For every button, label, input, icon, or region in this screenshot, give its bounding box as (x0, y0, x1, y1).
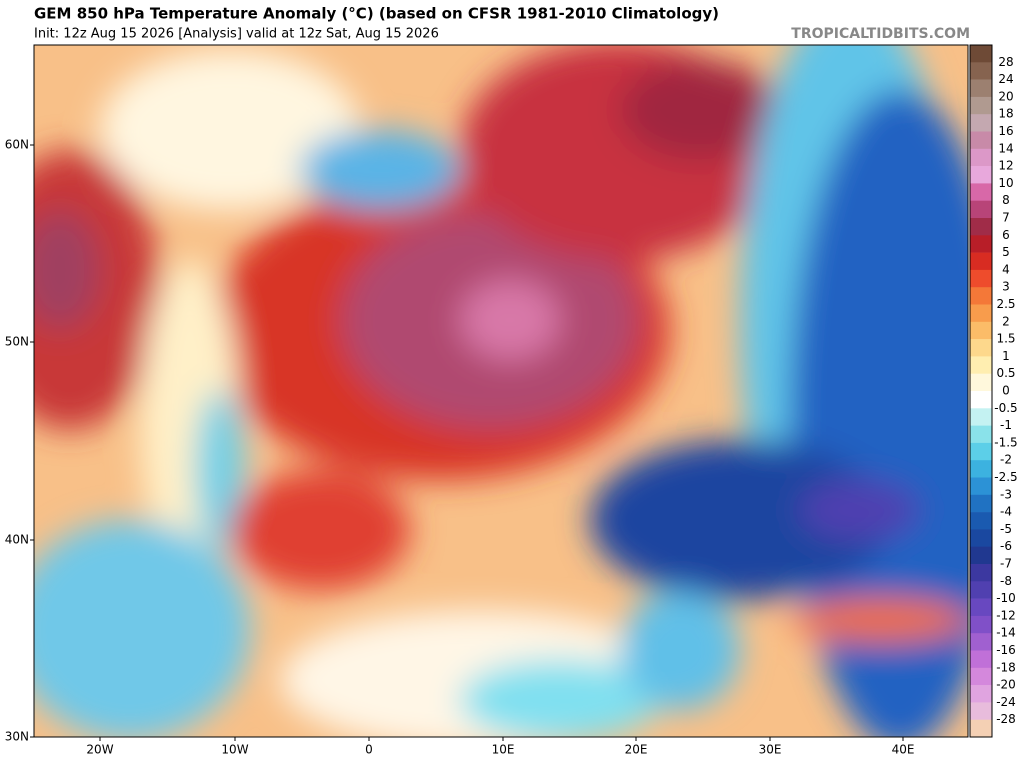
colorbar-swatch (970, 131, 992, 150)
colorbar-swatch (970, 512, 992, 530)
colorbar-swatch (970, 685, 992, 703)
colorbar-label: -20 (996, 678, 1016, 692)
colorbar-swatch (970, 287, 992, 305)
colorbar-label: 2 (1002, 314, 1010, 328)
colorbar-swatch (970, 460, 992, 478)
colorbar-swatch (970, 581, 992, 599)
colorbar-swatch (970, 719, 992, 738)
map-axes: 60N 50N 40N 30N 20W 10W 0 10E 20E 30E 40E (5, 138, 915, 757)
colorbar-label: -2 (1000, 453, 1012, 467)
map-frame (33, 44, 969, 738)
lat-label: 50N (5, 335, 29, 349)
colorbar-swatch (970, 702, 992, 720)
colorbar-swatch (970, 304, 992, 323)
colorbar-label: -3 (1000, 487, 1012, 501)
colorbar-label: -1.5 (994, 435, 1017, 449)
colorbar-label: 0 (1002, 384, 1010, 398)
colorbar-label: 24 (998, 72, 1013, 86)
colorbar-swatch (970, 356, 992, 374)
colorbar-label: 5 (1002, 245, 1010, 259)
colorbar-label: -12 (996, 608, 1016, 622)
colorbar-label: -28 (996, 712, 1016, 726)
colorbar-swatch (970, 235, 992, 253)
colorbar-label: 2.5 (996, 297, 1015, 311)
colorbar-label: 28 (998, 55, 1013, 69)
colorbar-label: 0.5 (996, 366, 1015, 380)
colorbar-swatch (970, 529, 992, 547)
title: GEM 850 hPa Temperature Anomaly (°C) (ba… (34, 5, 719, 23)
watermark: TROPICALTIDBITS.COM (791, 26, 970, 42)
colorbar-label: 14 (998, 141, 1013, 155)
colorbar-swatch (970, 477, 992, 496)
colorbar-swatch (970, 62, 992, 80)
colorbar-label: -7 (1000, 557, 1012, 571)
lon-label: 20W (86, 743, 113, 757)
colorbar-label: 6 (1002, 228, 1010, 242)
colorbar-swatch (970, 650, 992, 669)
lat-label: 30N (5, 730, 29, 744)
colorbar-swatch (970, 633, 992, 651)
colorbar-swatch (970, 373, 992, 392)
colorbar-swatch (970, 45, 992, 63)
colorbar-label: -18 (996, 660, 1016, 674)
colorbar: 28 24 20 18 16 14 12 10 8 7 6 5 4 3 2.5 2 1.5 1 0.5 0 -0.5 -1… (969, 44, 1018, 738)
colorbar-label: 20 (998, 89, 1013, 103)
colorbar-label: 3 (1002, 280, 1010, 294)
colorbar-swatch (970, 200, 992, 219)
colorbar-label: 10 (998, 176, 1013, 190)
lon-label: 10W (221, 743, 248, 757)
colorbar-swatch (970, 183, 992, 201)
colorbar-swatch (970, 598, 992, 617)
colorbar-label: -1 (1000, 418, 1012, 432)
colorbar-swatch (970, 96, 992, 115)
colorbar-label: 1.5 (996, 332, 1015, 346)
colorbar-swatch (970, 615, 992, 634)
colorbar-swatch (970, 218, 992, 236)
colorbar-label: -2.5 (994, 470, 1017, 484)
colorbar-swatch (970, 546, 992, 565)
colorbar-label: 16 (998, 124, 1013, 138)
colorbar-swatch (970, 564, 992, 582)
colorbar-label: -16 (996, 643, 1016, 657)
colorbar-swatch (970, 269, 992, 288)
colorbar-label: -24 (996, 695, 1016, 709)
colorbar-label: -4 (1000, 505, 1012, 519)
colorbar-frame (969, 44, 993, 738)
colorbar-swatch (970, 667, 992, 686)
colorbar-label: -6 (1000, 539, 1012, 553)
lon-label: 0 (365, 743, 373, 757)
subtitle: Init: 12z Aug 15 2026 [Analysis] valid a… (34, 27, 439, 42)
lon-label: 40E (892, 743, 915, 757)
colorbar-label: 4 (1002, 262, 1010, 276)
colorbar-label: -5 (1000, 522, 1012, 536)
colorbar-swatch (970, 339, 992, 357)
colorbar-swatch (970, 494, 992, 513)
colorbar-swatch (970, 442, 992, 461)
colorbar-swatch (970, 148, 992, 167)
colorbar-label: 12 (998, 159, 1013, 173)
colorbar-swatch (970, 79, 992, 98)
colorbar-swatch (970, 391, 992, 409)
colorbar-label: 18 (998, 107, 1013, 121)
lon-label: 30E (759, 743, 782, 757)
lat-label: 60N (5, 138, 29, 152)
lon-label: 20E (625, 743, 648, 757)
colorbar-swatch (970, 425, 992, 444)
colorbar-swatch (970, 408, 992, 426)
colorbar-label: 8 (1002, 193, 1010, 207)
colorbar-swatch (970, 252, 992, 271)
colorbar-label: 1 (1002, 349, 1010, 363)
lat-label: 40N (5, 533, 29, 547)
colorbar-label: -14 (996, 626, 1016, 640)
colorbar-label: 7 (1002, 211, 1010, 225)
colorbar-swatch (970, 114, 992, 132)
colorbar-swatch (970, 321, 992, 340)
lon-label: 10E (492, 743, 515, 757)
map (34, 45, 968, 737)
colorbar-label: -10 (996, 591, 1016, 605)
colorbar-label: -8 (1000, 574, 1012, 588)
colorbar-swatch (970, 166, 992, 184)
colorbar-label: -0.5 (994, 401, 1017, 415)
